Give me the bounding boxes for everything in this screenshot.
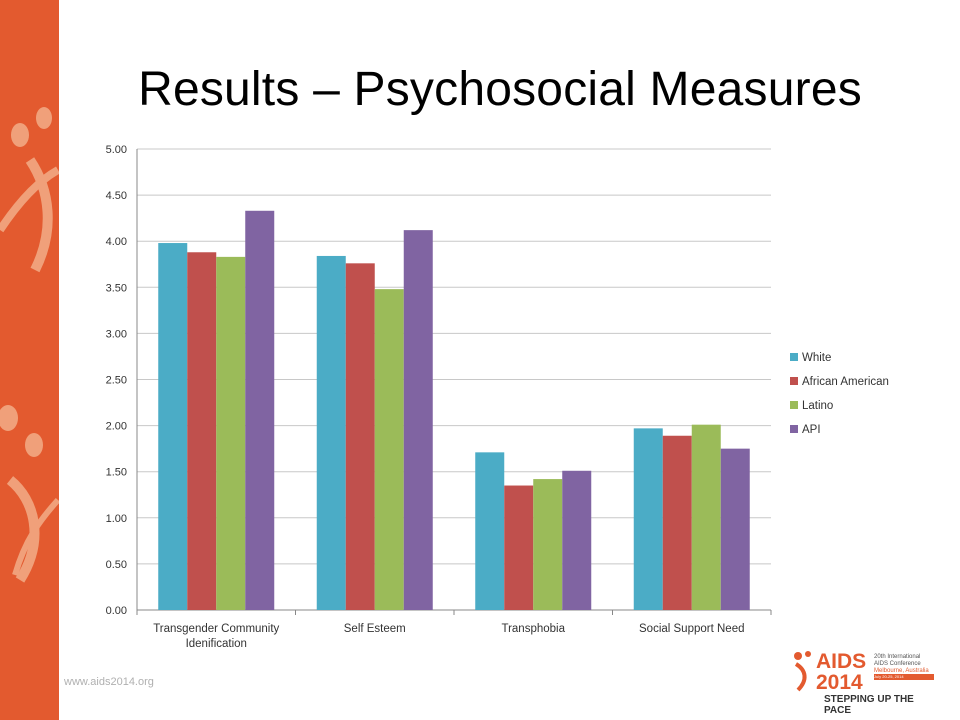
- footprints-decoration-icon: [0, 107, 59, 583]
- logo-footprint-icon: [794, 651, 811, 692]
- y-tick-label: 1.00: [106, 513, 127, 525]
- bar-african-american: [504, 485, 534, 610]
- y-tick-label: 0.00: [106, 605, 127, 617]
- bar-african-american: [345, 263, 375, 610]
- legend-label: Latino: [802, 400, 833, 412]
- bar-african-american: [187, 252, 217, 610]
- bar-latino: [216, 256, 246, 610]
- bar-white: [158, 243, 188, 610]
- x-category-label: Social Support Need: [639, 623, 744, 635]
- legend-label: White: [802, 352, 831, 364]
- bar-api: [720, 448, 750, 610]
- y-tick-label: 3.00: [106, 328, 127, 340]
- y-tick-label: 2.00: [106, 421, 127, 433]
- y-tick-label: 0.50: [106, 559, 127, 571]
- bar-api: [245, 210, 275, 611]
- logo-dates: July 20-25, 2014: [874, 674, 934, 680]
- bar-white: [316, 255, 346, 610]
- y-tick-label: 3.50: [106, 282, 127, 294]
- logo-conference-text: 20th International AIDS Conference Melbo…: [874, 654, 929, 674]
- bar-african-american: [662, 435, 692, 610]
- bar-api: [403, 230, 433, 611]
- legend-label: API: [802, 424, 821, 436]
- logo-wordmark: AIDS 2014: [816, 650, 867, 694]
- legend-label: African American: [802, 376, 889, 388]
- slide-title: Results – Psychosocial Measures: [138, 63, 862, 116]
- bar-latino: [691, 424, 721, 610]
- y-tick-label: 2.50: [106, 375, 127, 387]
- aids-2014-logo: AIDS 2014 20th International AIDS Confer…: [790, 648, 940, 716]
- legend-swatch: [790, 353, 798, 361]
- footer-url: www.aids2014.org: [64, 676, 154, 688]
- x-category-label: Transphobia: [501, 623, 565, 635]
- bar-white: [633, 428, 663, 610]
- side-decoration-band: [0, 0, 59, 720]
- y-tick-label: 4.50: [106, 190, 127, 202]
- bar-latino: [374, 289, 404, 610]
- legend-swatch: [790, 425, 798, 433]
- bar-white: [475, 452, 505, 610]
- y-tick-label: 1.50: [106, 467, 127, 479]
- y-tick-label: 5.00: [106, 144, 127, 156]
- legend-swatch: [790, 401, 798, 409]
- legend-swatch: [790, 377, 798, 385]
- x-category-label: Transgender Community Idenification: [153, 623, 279, 650]
- x-category-label: Self Esteem: [344, 623, 406, 635]
- bar-latino: [533, 479, 563, 610]
- bar-api: [562, 470, 592, 610]
- logo-tagline: STEPPING UP THE PACE: [824, 694, 914, 716]
- y-tick-label: 4.00: [106, 236, 127, 248]
